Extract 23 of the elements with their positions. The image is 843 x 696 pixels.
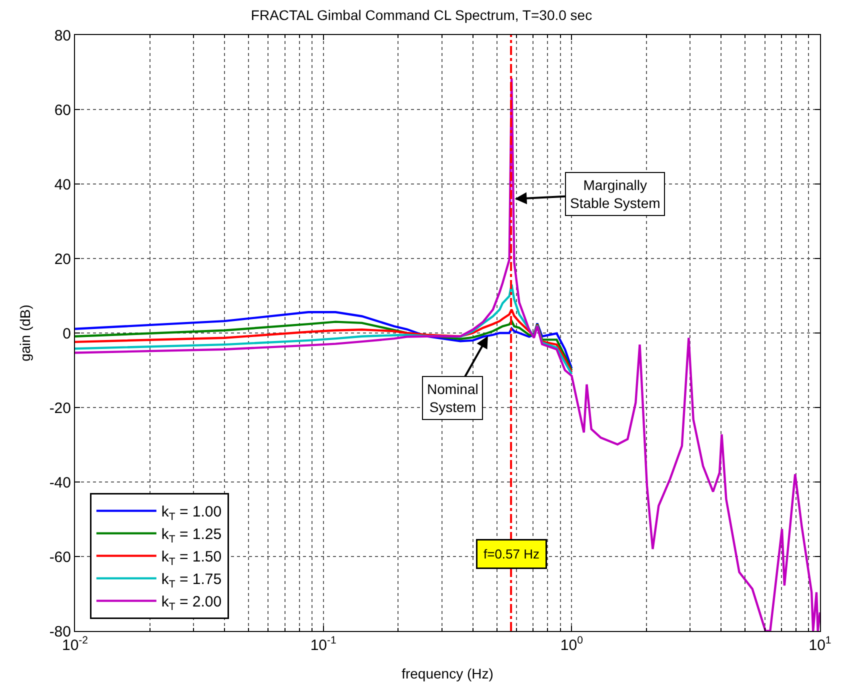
y-tick-label: -80 xyxy=(49,623,71,640)
y-tick-label: 20 xyxy=(54,250,71,268)
x-tick-label: 10$^{-1}$ xyxy=(310,634,336,654)
x-axis-title: frequency (Hz) xyxy=(402,665,494,682)
y-tick-label: 0 xyxy=(62,325,71,342)
chart-title: FRACTAL Gimbal Command CL Spectrum, T=30.0 sec xyxy=(250,7,592,24)
legend-label: k$_{T}$ = 1.50 xyxy=(161,548,222,568)
y-tick-label: -20 xyxy=(49,400,71,417)
x-tick-label: 10$^{1}$ xyxy=(808,634,832,654)
legend-label: k$_{T}$ = 1.25 xyxy=(161,526,222,546)
annotation: Marginally Stable System xyxy=(570,177,660,212)
y-tick-label: 40 xyxy=(54,176,71,194)
y-tick-label: 60 xyxy=(54,102,71,119)
legend-label: k$_{T}$ = 2.00 xyxy=(161,594,222,613)
annotation: Nominal System xyxy=(427,381,478,416)
y-tick-label: -40 xyxy=(49,474,71,492)
legend-label: k$_{T}$ = 1.75 xyxy=(161,571,222,590)
y-tick-label: 80 xyxy=(54,27,71,44)
y-axis-title: gain (dB) xyxy=(16,304,33,362)
ref-line-label: f=0.57 Hz xyxy=(484,546,540,562)
y-tick-label: -60 xyxy=(49,548,71,566)
x-tick-label: 10$^{0}$ xyxy=(560,634,584,654)
legend-label: k$_{T}$ = 1.00 xyxy=(161,504,222,523)
